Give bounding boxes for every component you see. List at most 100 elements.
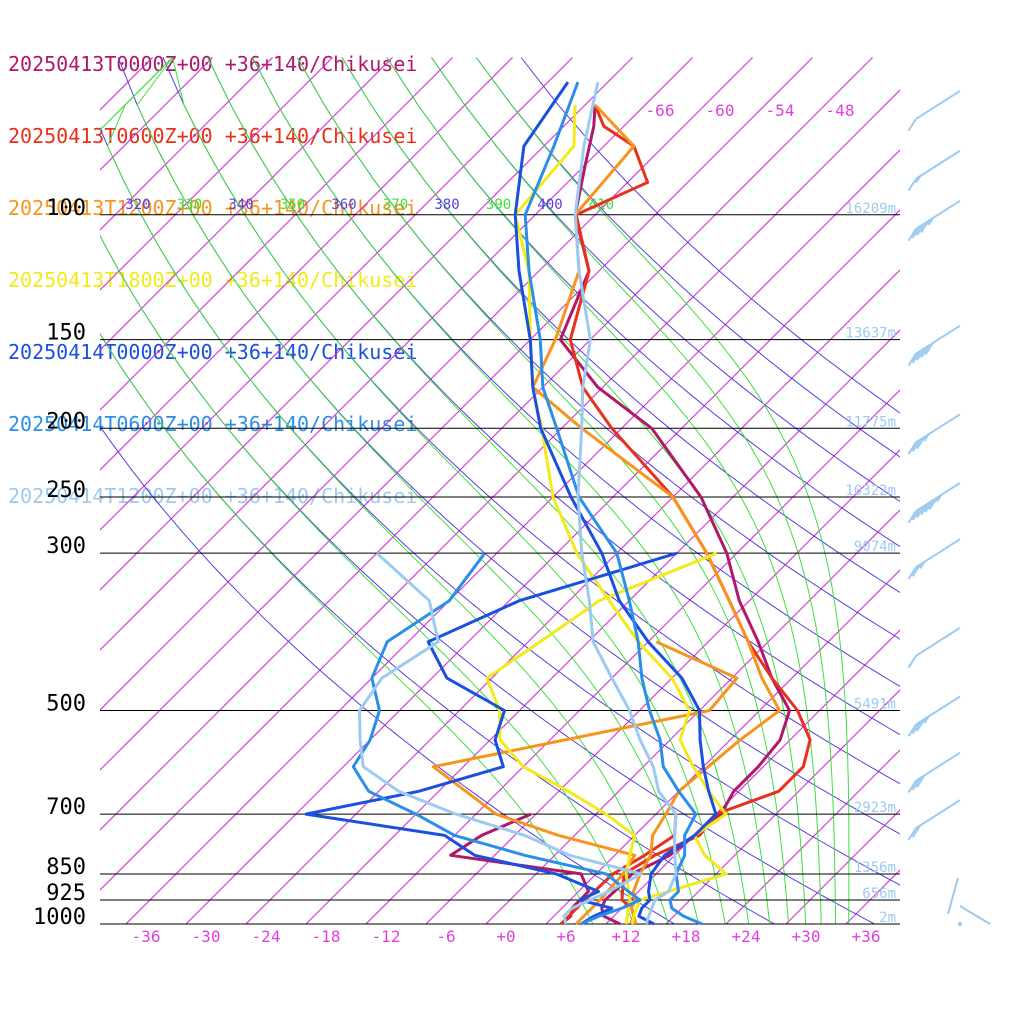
height-label: 656m [862,886,896,902]
wind-barb-flag [911,824,922,838]
moist-adiabat-line [207,57,750,924]
dry-adiabat-line [207,57,900,736]
isotherm-line [100,57,393,351]
wind-barb-flag [916,347,926,361]
wind-barb-flag [915,175,922,184]
isotherm-line [906,57,1024,924]
wind-barb-flag [907,228,917,242]
pressure-label: 500 [46,692,86,717]
moist-adiabat-line [100,57,594,924]
isotherm-label: -54 [766,101,795,120]
wind-barb-flag [936,494,943,503]
wind-barb-flag [907,655,917,669]
wind-barb [907,626,961,669]
x-tick-label: -24 [252,927,281,946]
legend-item: 20250413T0600Z+00 +36+140/Chikusei [8,124,418,148]
wind-barb-staff [947,877,959,915]
theta-label: 360 [331,197,356,213]
wind-barb-flag [911,507,922,521]
isotherm-line [785,809,900,924]
wind-barb-flag [911,563,922,577]
wind-barb-staff [915,626,961,657]
x-tick-label: +36 [852,927,881,946]
wind-barb-staff [915,799,961,829]
isotherm-line [665,689,900,924]
legend-item: 20250414T0600Z+00 +36+140/Chikusei [8,412,418,436]
wind-barb-flag [907,723,917,737]
wind-barb [907,324,961,367]
height-label: 5491m [854,697,896,713]
wind-barb-flag [920,502,930,516]
isotherm-line [100,57,453,411]
surface-wind-barb [947,877,991,926]
wind-barb-flag [916,718,926,732]
x-tick-label: +18 [672,927,701,946]
temperature-line [558,104,791,926]
isotherm-line [0,57,33,924]
height-label: 2923m [854,800,896,816]
dry-adiabat-line [386,57,900,548]
height-label: 16209m [845,201,896,217]
theta-label: 350 [280,197,305,213]
wind-barb [907,149,961,192]
moist-adiabat-line [106,57,669,924]
dewpoint-line [304,551,678,926]
wind-barb-flag [928,497,938,510]
pressure-label: 925 [46,881,86,906]
isotherm-line [100,57,573,531]
moist-adiabat-line [475,57,850,924]
wind-barb [907,482,961,524]
temperature-line [523,81,703,926]
wind-barb-flag [916,505,926,519]
pressure-label: 850 [46,855,86,880]
moist-adiabat-line [296,57,790,924]
isotherm-label: -60 [706,101,735,120]
wind-barb-flag [907,827,917,841]
wind-barb-flag [927,217,934,226]
wind-barb-flag [907,510,917,524]
dry-adiabat-line [341,57,900,594]
wind-barb-flag [919,561,926,570]
wind-barb-flag [916,436,926,450]
wind-barb-flag [959,905,991,925]
dewpoint-line [431,640,739,926]
x-tick-label: +12 [612,927,641,946]
temperature-line [573,81,678,925]
isotherm-line [966,57,1024,924]
wind-barb-staff [915,90,961,120]
wind-barb [907,199,961,242]
isotherm-line [100,57,333,291]
wind-barb-flag [911,721,922,735]
wind-barb-flag [907,780,917,794]
isotherm-line [245,269,900,924]
theta-label: 380 [434,197,459,213]
dry-adiabat-line [431,57,900,503]
isotherm-line [605,629,900,924]
wind-barb-flag [916,774,926,788]
wind-barb-flag [907,178,917,192]
x-tick-label: -12 [372,927,401,946]
legend-item: 20250413T1200Z+00 +36+140/Chikusei [8,196,418,220]
isotherm-label: -48 [826,101,855,120]
isotherm-line [125,149,900,924]
wind-barb-flag [920,345,930,358]
wind-barb-flag [911,439,922,452]
wind-barb-flag [924,499,934,513]
wind-barb-flag [916,222,926,236]
pressure-label: 250 [46,478,86,503]
dry-adiabat-line [252,57,900,687]
isotherm-line [100,57,273,231]
theta-label: 320 [125,197,150,213]
dry-adiabat-line [296,57,900,640]
height-label: 13637m [845,326,896,342]
wind-barb [907,538,961,580]
x-tick-label: -36 [132,927,161,946]
dewpoint-line [351,552,642,926]
legend-item: 20250414T1200Z+00 +36+140/Chikusei [8,484,418,508]
wind-barb-flag [924,342,934,356]
pressure-label: 150 [46,321,86,346]
moist-adiabat-line [172,57,726,924]
moist-adiabat-line [431,57,836,924]
height-label: 11775m [845,414,896,430]
pressure-label: 300 [46,534,86,559]
